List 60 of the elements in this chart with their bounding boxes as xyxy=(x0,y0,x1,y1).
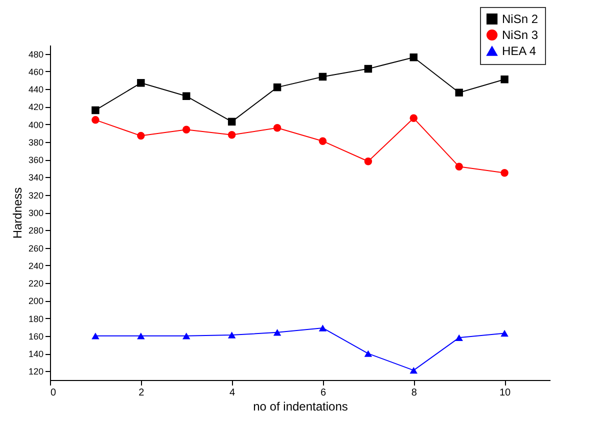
point xyxy=(318,137,327,145)
y-tick-label: 400 xyxy=(28,120,44,130)
y-tick-label: 280 xyxy=(28,226,44,236)
y-tick-label: 300 xyxy=(28,208,44,218)
point xyxy=(137,132,145,140)
point xyxy=(182,126,190,134)
point xyxy=(92,116,100,124)
y-tick-label: 220 xyxy=(28,278,44,289)
legend-label: NiSn 2 xyxy=(502,12,538,26)
y-tick-label: 340 xyxy=(28,172,44,183)
point xyxy=(364,350,372,357)
y-tick-label: 240 xyxy=(28,260,44,271)
y-tick-label: 360 xyxy=(28,155,44,166)
y-tick-label: 380 xyxy=(28,137,44,148)
point xyxy=(273,83,282,92)
y-tick-label: 320 xyxy=(28,190,44,200)
point xyxy=(364,158,372,166)
y-tick-label: 480 xyxy=(28,49,44,60)
point xyxy=(137,79,145,87)
point xyxy=(410,114,418,122)
point xyxy=(455,162,463,171)
x-tick-label: 6 xyxy=(320,388,326,398)
point xyxy=(92,106,100,114)
point xyxy=(410,366,418,374)
point xyxy=(500,76,508,84)
point xyxy=(228,118,236,126)
y-tick-label: 120 xyxy=(28,366,44,377)
y-tick-label: 140 xyxy=(28,349,44,360)
point xyxy=(455,334,463,342)
point xyxy=(228,332,236,338)
x-axis-title: no of indentations xyxy=(253,400,348,414)
legend-label: HEA 4 xyxy=(502,44,536,58)
point xyxy=(273,124,282,132)
point xyxy=(273,329,282,336)
y-tick-label: 200 xyxy=(28,296,44,306)
point xyxy=(364,64,372,73)
x-tick-label: 10 xyxy=(499,388,512,398)
x-tick-label: 0 xyxy=(50,388,56,398)
y-tick-label: 260 xyxy=(28,243,44,254)
point xyxy=(182,332,190,340)
y-tick-label: 160 xyxy=(28,331,44,342)
point xyxy=(455,88,463,96)
point xyxy=(318,72,327,81)
x-tick-label: 2 xyxy=(138,388,145,398)
legend-label: NiSn 3 xyxy=(502,28,538,42)
x-tick-label: 4 xyxy=(230,388,236,398)
point xyxy=(318,324,327,332)
point xyxy=(228,131,236,139)
point xyxy=(500,168,508,177)
y-axis-title: Hardness xyxy=(10,187,24,239)
point xyxy=(410,53,418,62)
point xyxy=(92,332,100,340)
y-tick-label: 440 xyxy=(28,84,44,95)
x-tick-label: 8 xyxy=(411,388,418,398)
point xyxy=(137,332,145,340)
y-tick-label: 460 xyxy=(28,66,44,77)
point xyxy=(500,330,508,337)
y-tick-label: 180 xyxy=(28,314,44,324)
point xyxy=(182,92,190,100)
y-tick-label: 420 xyxy=(28,102,44,112)
